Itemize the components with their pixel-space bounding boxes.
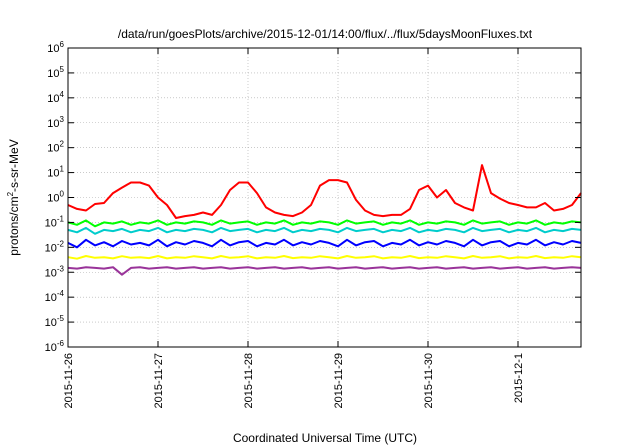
plot-frame	[67, 47, 582, 348]
x-tick-label: 2015-12-1	[513, 353, 525, 403]
series-line-2	[67, 219, 582, 228]
x-tick-label: 2015-11-30	[423, 353, 435, 408]
series-line-1	[67, 164, 582, 219]
x-tick-label: 2015-11-26	[63, 353, 75, 408]
series-lines	[67, 164, 582, 276]
y-tick-label: 103	[47, 115, 64, 130]
axis-ticks: 10-6 10-5 10-4 10-3 10-2 10-1 100 101 102 103 104 1…	[45, 40, 581, 408]
y-tick-label: 10-3	[45, 264, 65, 279]
chart-title: /data/run/goesPlots/archive/2015-12-01/1…	[118, 27, 533, 41]
x-axis-label: Coordinated Universal Time (UTC)	[233, 431, 417, 445]
series-line-6	[67, 266, 582, 276]
y-tick-label: 104	[47, 90, 64, 105]
x-tick-label: 2015-11-27	[153, 353, 165, 408]
y-tick-label: 10-2	[45, 239, 65, 254]
y-tick-label: 106	[47, 40, 64, 55]
y-tick-label: 10-4	[45, 289, 65, 304]
y-tick-label: 102	[47, 140, 64, 155]
series-line-3	[67, 226, 582, 235]
y-tick-label: 10-1	[45, 214, 65, 229]
x-tick-label: 2015-11-29	[333, 353, 345, 408]
series-line-4	[67, 238, 582, 249]
y-tick-label: 100	[47, 190, 64, 205]
y-tick-label: 105	[47, 65, 64, 80]
y-tick-label: 10-5	[45, 314, 65, 329]
x-tick-label: 2015-11-28	[243, 353, 255, 408]
y-tick-label: 10-6	[45, 339, 65, 354]
y-axis-label: protons/cm2-s-sr-MeV	[6, 139, 21, 255]
y-tick-label: 101	[47, 165, 64, 180]
series-line-5	[67, 255, 582, 260]
gridlines	[67, 48, 581, 347]
